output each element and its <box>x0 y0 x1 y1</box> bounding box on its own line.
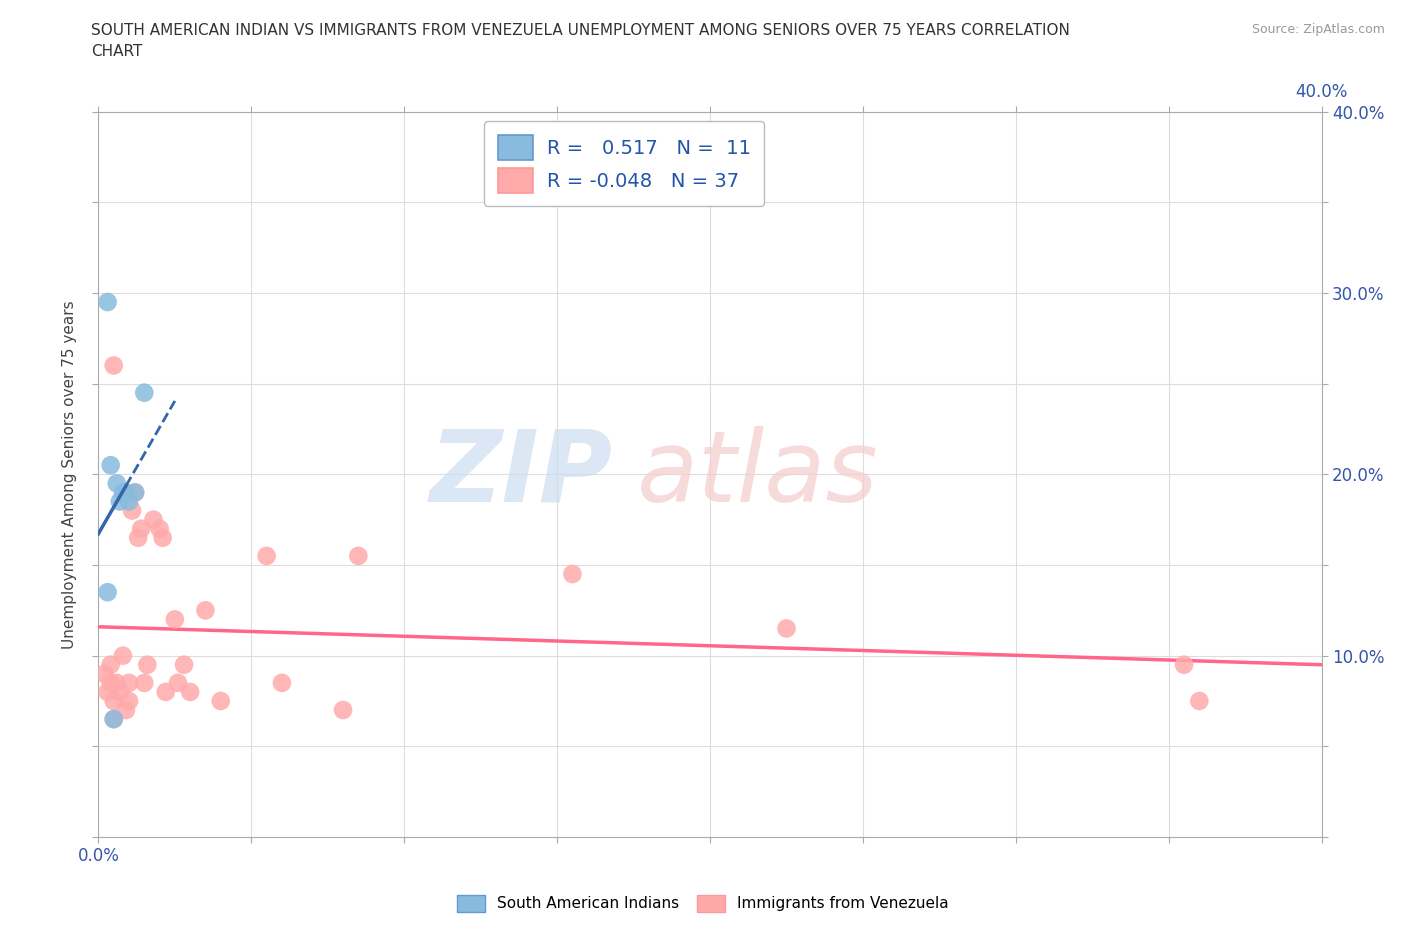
Point <box>115 485 138 500</box>
Point <box>142 512 165 527</box>
Point <box>103 711 125 726</box>
Point <box>1188 694 1211 709</box>
Y-axis label: Unemployment Among Seniors over 75 years: Unemployment Among Seniors over 75 years <box>62 300 77 648</box>
Point <box>127 530 149 545</box>
Point <box>152 530 174 545</box>
Point <box>134 385 156 400</box>
Point <box>103 711 125 726</box>
Point <box>97 585 120 600</box>
Point <box>93 667 115 682</box>
Text: SOUTH AMERICAN INDIAN VS IMMIGRANTS FROM VENEZUELA UNEMPLOYMENT AMONG SENIORS OV: SOUTH AMERICAN INDIAN VS IMMIGRANTS FROM… <box>91 23 1070 60</box>
Point <box>111 648 134 663</box>
Text: Source: ZipAtlas.com: Source: ZipAtlas.com <box>1251 23 1385 36</box>
Point <box>173 658 195 672</box>
Point <box>167 675 190 690</box>
Point <box>100 458 122 472</box>
Point <box>149 521 172 536</box>
Point <box>121 503 143 518</box>
Point <box>103 694 125 709</box>
Point <box>108 494 131 509</box>
Point <box>129 521 152 536</box>
Point <box>118 494 141 509</box>
Point <box>332 703 354 718</box>
Point <box>194 603 217 618</box>
Point <box>270 675 292 690</box>
Point <box>1173 658 1195 672</box>
Point <box>136 658 159 672</box>
Point <box>775 621 797 636</box>
Point <box>561 566 583 581</box>
Point <box>118 694 141 709</box>
Point <box>256 549 278 564</box>
Legend: R =   0.517   N =  11, R = -0.048   N = 37: R = 0.517 N = 11, R = -0.048 N = 37 <box>485 121 765 206</box>
Point <box>100 658 122 672</box>
Point <box>124 485 146 500</box>
Point <box>155 684 177 699</box>
Point <box>111 485 134 500</box>
Point <box>105 476 128 491</box>
Point <box>105 675 128 690</box>
Point <box>118 675 141 690</box>
Point <box>97 295 120 310</box>
Point <box>209 694 232 709</box>
Point <box>163 612 186 627</box>
Point <box>103 358 125 373</box>
Point <box>115 703 138 718</box>
Point <box>100 675 122 690</box>
Point <box>134 675 156 690</box>
Legend: South American Indians, Immigrants from Venezuela: South American Indians, Immigrants from … <box>451 889 955 918</box>
Text: atlas: atlas <box>637 426 879 523</box>
Point <box>108 684 131 699</box>
Point <box>179 684 201 699</box>
Point <box>347 549 370 564</box>
Text: ZIP: ZIP <box>429 426 612 523</box>
Point <box>124 485 146 500</box>
Point <box>97 684 120 699</box>
